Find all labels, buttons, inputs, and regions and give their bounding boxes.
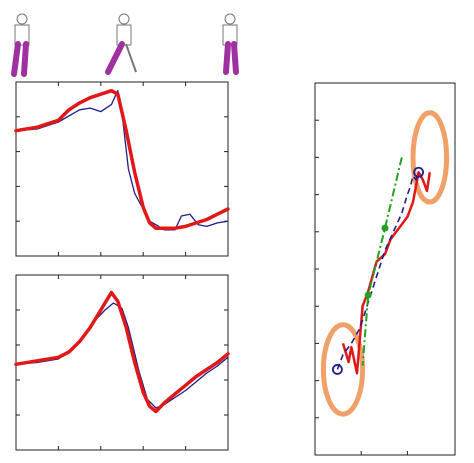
plot-frame	[15, 274, 229, 451]
model-trajectory-line	[341, 171, 432, 375]
walking-figure-icon	[11, 13, 30, 77]
fit-marker	[381, 224, 389, 232]
open-circle-marker	[331, 364, 343, 375]
plot-frame	[314, 82, 456, 456]
measured-trajectory-line	[336, 172, 420, 370]
model-series-line	[14, 290, 230, 414]
chart-bottom-left	[14, 274, 230, 451]
model-series-line	[14, 88, 230, 230]
fit-line	[361, 157, 403, 366]
measured-series-line	[15, 90, 229, 231]
chart-right-trajectory	[314, 82, 456, 456]
fit-marker	[364, 291, 372, 299]
walking-figure-icon	[222, 13, 239, 75]
chart-top-left	[14, 81, 230, 257]
walking-figures-strip	[11, 13, 239, 77]
envelope-region	[410, 110, 450, 205]
plot-frame	[15, 81, 229, 257]
open-circle-marker	[413, 166, 425, 178]
envelope-region	[320, 322, 366, 417]
walking-figure-icon	[105, 13, 137, 75]
